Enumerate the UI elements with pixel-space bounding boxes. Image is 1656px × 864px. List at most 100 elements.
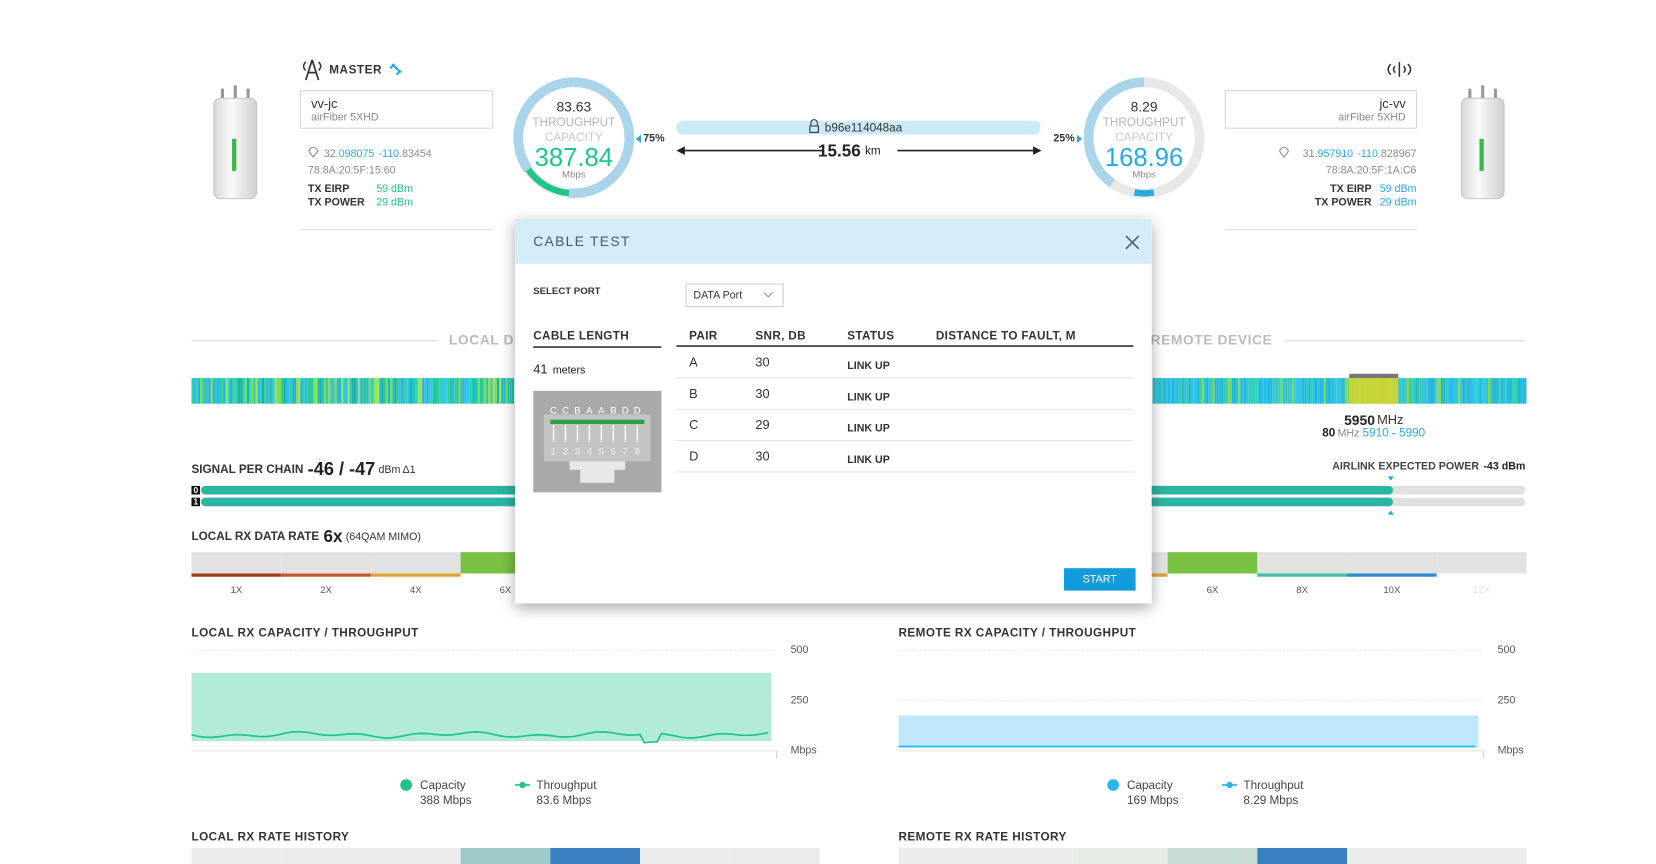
spectrum-stripe [204, 378, 206, 404]
spectrum-stripe [480, 378, 482, 404]
spectrum-stripe [1272, 378, 1274, 404]
spectrum-stripe [1422, 378, 1424, 404]
spectrum-stripe [456, 378, 458, 404]
status-cell: LINK UP [847, 360, 890, 372]
spectrum-stripe [467, 378, 469, 404]
spectrum-stripe [260, 378, 262, 404]
location-part: -110 [1357, 148, 1378, 160]
legend-name: Capacity [420, 779, 466, 792]
spectrum-stripe [1445, 378, 1447, 404]
spectrum-stripe [1520, 378, 1522, 404]
spectrum-stripe [1180, 378, 1182, 404]
chart-title: REMOTE RX CAPACITY / THROUGHPUT [898, 626, 1136, 639]
rate-segment [1347, 552, 1437, 573]
spectrum-stripe [347, 378, 349, 404]
spectrum-stripe [476, 378, 478, 404]
spectrum-stripe [1456, 378, 1458, 404]
spectrum-stripe [1212, 378, 1214, 404]
location-part: -110 [379, 148, 400, 160]
spectrum-stripe [367, 378, 369, 404]
history-title: REMOTE RX RATE HISTORY [898, 830, 1066, 843]
spectrum-stripe [1296, 378, 1298, 404]
spectrum-stripe [326, 378, 328, 404]
connector-pin-number: 5 [599, 446, 604, 457]
spectrum-stripe [285, 378, 287, 404]
connector-contacts [550, 420, 644, 424]
channel-width-part: 5910 - 5990 [1363, 427, 1426, 440]
field-label: CABLE LENGTH [533, 330, 629, 343]
spectrum-stripe [279, 378, 281, 404]
pair-cell: D [689, 448, 698, 463]
spectrum-stripe [414, 378, 416, 404]
spectrum-stripe [1183, 378, 1185, 404]
spectrum-stripe [1165, 378, 1167, 404]
spectrum-stripe [429, 378, 431, 404]
spectrum-stripe [1257, 378, 1259, 404]
history-segment [988, 848, 1078, 864]
spectrum-stripe [1208, 378, 1210, 404]
spectrum-stripe [1524, 378, 1526, 404]
spectrum-stripe [1245, 378, 1247, 404]
throughput-value: 8.29 [1131, 99, 1158, 115]
spectrum-stripe [350, 378, 352, 404]
dialog-title: CABLE TEST [533, 233, 630, 249]
spectrum-stripe [388, 378, 390, 404]
spectrum-stripe [1407, 378, 1409, 404]
spectrum-stripe [1343, 378, 1345, 404]
spectrum-stripe [458, 378, 460, 404]
dropdown-value: DATA Port [693, 290, 742, 302]
spectrum-stripe [217, 378, 219, 404]
rate-label: 10X [1383, 585, 1401, 596]
rate-underline [191, 574, 281, 577]
spectrum-stripe [461, 378, 463, 404]
rate-underline [1437, 574, 1527, 577]
spectrum-stripe [373, 378, 375, 404]
spectrum-stripe [335, 378, 337, 404]
rate-segment [1168, 552, 1258, 573]
pair-cell: A [689, 355, 698, 370]
spectrum-stripe [1198, 378, 1200, 404]
spectrum-stripe [1300, 378, 1302, 404]
distance-part: 15.56 [818, 141, 861, 160]
expected-power-part: -43 dBm [1483, 461, 1525, 473]
spectrum-stripe [1462, 378, 1464, 404]
spectrum-stripe [1317, 378, 1319, 404]
capacity-value: 168.96 [1105, 144, 1183, 172]
spectrum-stripe [354, 378, 356, 404]
spectrum-stripe [403, 378, 405, 404]
spectrum-stripe [1415, 378, 1417, 404]
spectrum-stripe [215, 378, 217, 404]
connector-pin-number: 3 [575, 446, 580, 457]
spectrum-stripe [379, 378, 381, 404]
rate-label: 8X [1296, 585, 1308, 596]
spectrum-stripe [1443, 378, 1445, 404]
spectrum-stripe [369, 378, 371, 404]
spectrum-stripe [1249, 378, 1251, 404]
history-title: LOCAL RX RATE HISTORY [191, 830, 349, 843]
rate-underline [1347, 574, 1437, 577]
device-image [214, 85, 257, 198]
rate-label: 2X [320, 585, 332, 596]
mac-address: 78:8A:20:5F:1A:C6 [1326, 165, 1417, 177]
spectrum-stripe [1460, 378, 1462, 404]
spectrum-stripe [345, 378, 347, 404]
spectrum-stripe [1174, 378, 1176, 404]
spectrum-stripe [298, 378, 300, 404]
spectrum-stripe [1426, 378, 1428, 404]
spectrum-stripe [1501, 378, 1503, 404]
rate-underline [1257, 574, 1347, 577]
connector-pair-label: A [598, 406, 605, 417]
spectrum-stripe [1428, 378, 1430, 404]
spectrum-stripe [1494, 378, 1496, 404]
center-frequency-part: 5950 [1344, 411, 1375, 427]
device-image [1461, 85, 1504, 198]
location: 31.957910-110.828967 [1303, 148, 1417, 160]
connector-pin-number: 2 [563, 446, 568, 457]
spectrum-stripe [448, 378, 450, 404]
spectrum-stripe [1437, 378, 1439, 404]
axis-label: 250 [791, 694, 809, 706]
spectrum-stripe [401, 378, 403, 404]
spectrum-stripe [211, 378, 213, 404]
spectrum-stripe [292, 378, 294, 404]
spectrum-stripe [337, 378, 339, 404]
